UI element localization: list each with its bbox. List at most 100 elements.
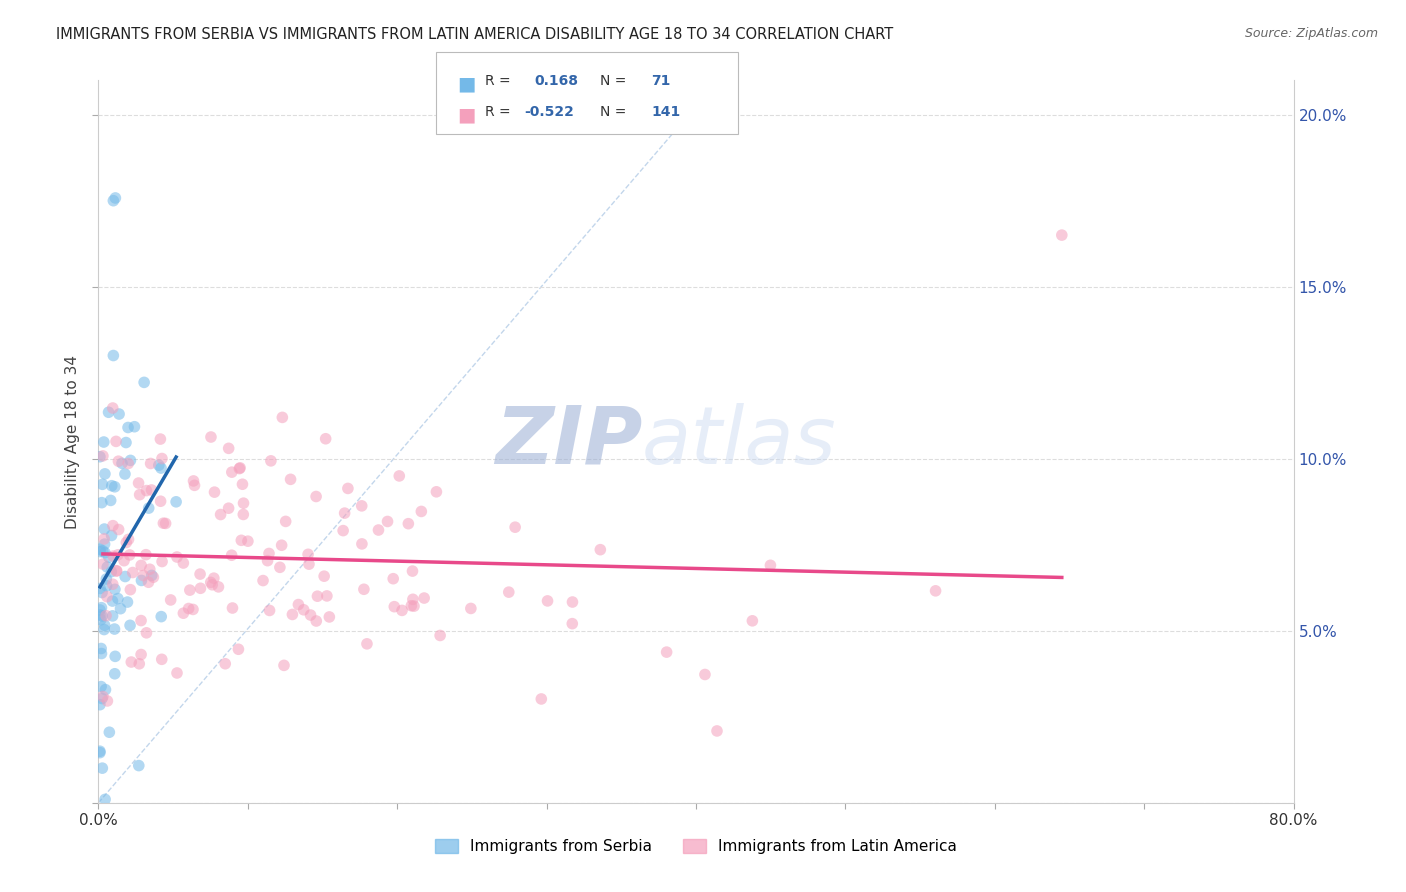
Point: [101, 549, 124, 563]
Point: [207, 580, 229, 594]
Point: [97, 405, 120, 419]
Point: [94, 546, 117, 560]
Point: [402, 592, 425, 607]
Point: [132, 568, 155, 582]
Text: ZIP: ZIP: [495, 402, 643, 481]
Point: [89, 744, 111, 758]
Point: [273, 658, 295, 673]
Text: R =: R =: [485, 105, 510, 120]
Point: [138, 501, 160, 516]
Text: atlas: atlas: [643, 402, 837, 481]
Point: [103, 622, 125, 636]
Point: [96, 579, 118, 593]
Text: 71: 71: [651, 74, 671, 88]
Point: [107, 454, 129, 468]
Point: [165, 495, 187, 509]
Point: [149, 494, 172, 508]
Point: [498, 585, 520, 599]
Point: [89, 746, 111, 760]
Point: [91, 544, 114, 558]
Point: [135, 483, 157, 498]
Point: [94, 608, 117, 623]
Point: [93, 532, 115, 546]
Point: [103, 349, 125, 363]
Point: [315, 589, 337, 603]
Point: [104, 666, 127, 681]
Point: [107, 523, 129, 537]
Point: [280, 472, 302, 486]
Point: [382, 572, 405, 586]
Text: R =: R =: [485, 74, 510, 88]
Point: [141, 483, 163, 497]
Point: [561, 595, 583, 609]
Point: [138, 575, 160, 590]
Text: N =: N =: [600, 105, 627, 120]
Point: [118, 548, 141, 562]
Point: [96, 694, 118, 708]
Point: [336, 482, 359, 496]
Point: [259, 603, 281, 617]
Point: [298, 557, 321, 571]
Point: [91, 609, 114, 624]
Point: [93, 623, 115, 637]
Point: [377, 515, 399, 529]
Point: [96, 560, 118, 574]
Point: [90, 680, 112, 694]
Point: [100, 479, 122, 493]
Point: [114, 569, 136, 583]
Point: [89, 603, 111, 617]
Point: [150, 609, 173, 624]
Point: [401, 564, 423, 578]
Point: [115, 435, 138, 450]
Point: [179, 583, 201, 598]
Point: [93, 522, 115, 536]
Point: [135, 548, 157, 562]
Point: [411, 504, 433, 518]
Point: [91, 761, 114, 775]
Point: [110, 601, 132, 615]
Point: [90, 647, 112, 661]
Point: [117, 533, 139, 547]
Point: [391, 603, 413, 617]
Point: [315, 432, 337, 446]
Point: [101, 577, 124, 591]
Point: [105, 434, 128, 449]
Point: [89, 607, 111, 622]
Point: [292, 603, 315, 617]
Point: [655, 645, 678, 659]
Point: [91, 691, 114, 706]
Point: [759, 558, 782, 573]
Point: [128, 476, 150, 491]
Point: [232, 496, 254, 510]
Point: [256, 554, 278, 568]
Point: [129, 648, 152, 662]
Point: [139, 562, 162, 576]
Text: Source: ZipAtlas.com: Source: ZipAtlas.com: [1244, 27, 1378, 40]
Point: [177, 601, 200, 615]
Point: [111, 456, 134, 470]
Point: [104, 480, 127, 494]
Point: [101, 401, 124, 415]
Point: [91, 557, 114, 571]
Point: [150, 461, 173, 475]
Point: [90, 641, 112, 656]
Point: [128, 758, 150, 772]
Point: [120, 582, 142, 597]
Point: [382, 599, 405, 614]
Point: [166, 665, 188, 680]
Point: [271, 410, 294, 425]
Point: [232, 508, 254, 522]
Point: [228, 642, 250, 657]
Point: [172, 556, 194, 570]
Point: [260, 454, 283, 468]
Point: [425, 484, 447, 499]
Point: [401, 599, 423, 613]
Point: [120, 453, 142, 467]
Point: [150, 451, 173, 466]
Point: [89, 450, 111, 464]
Point: [307, 589, 329, 603]
Point: [94, 467, 117, 481]
Point: [89, 544, 111, 558]
Point: [93, 537, 115, 551]
Point: [91, 449, 114, 463]
